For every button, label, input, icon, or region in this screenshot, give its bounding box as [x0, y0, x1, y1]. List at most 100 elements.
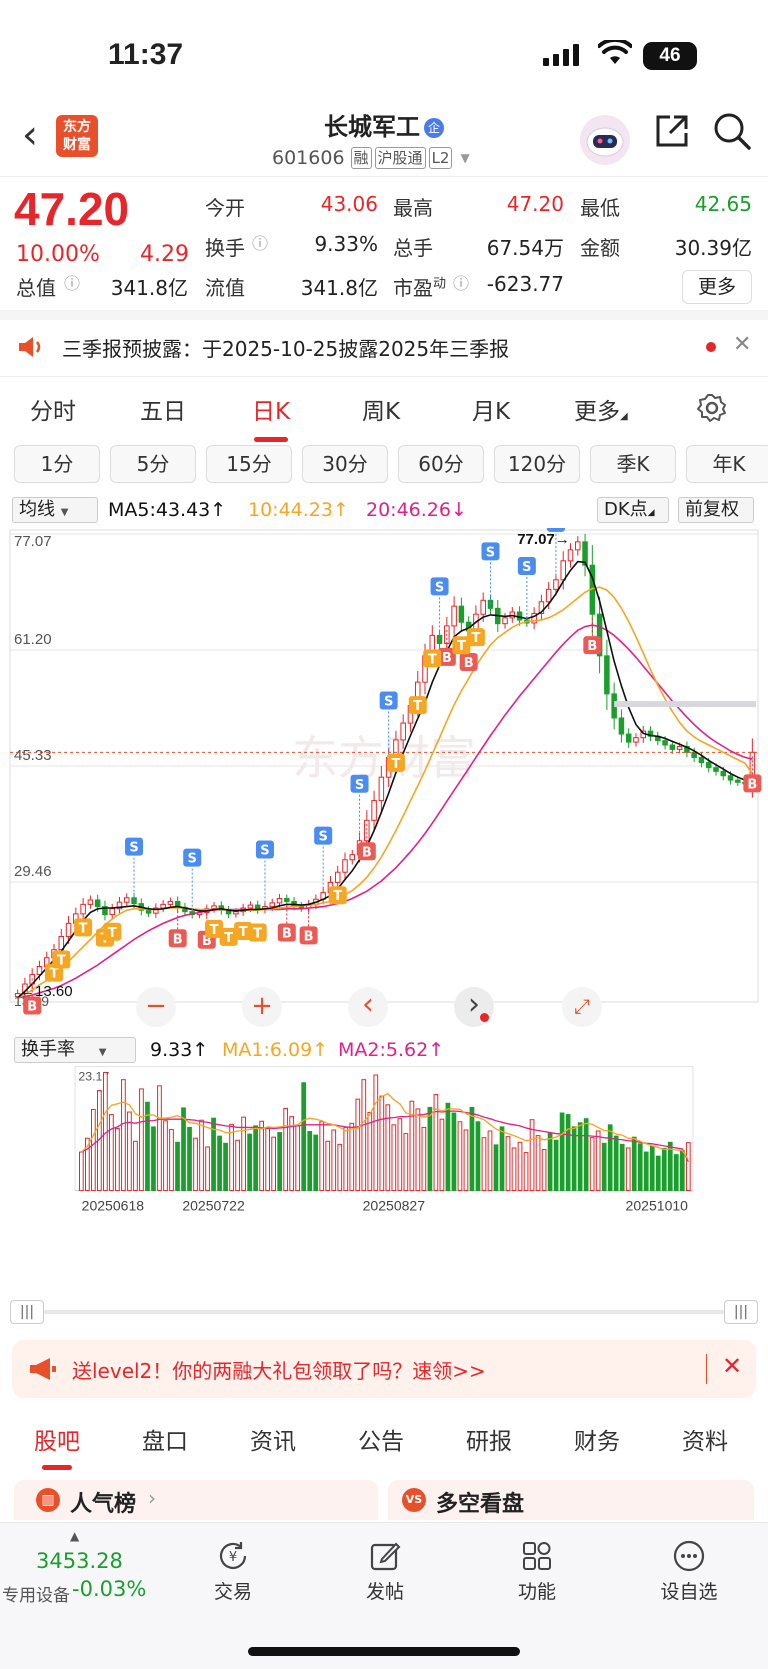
interval-60min[interactable]: 60分: [398, 445, 484, 483]
battery-icon: 46: [643, 42, 697, 70]
fullscreen-icon[interactable]: ⤢: [562, 987, 602, 1027]
tab-monthly-k[interactable]: 月K: [472, 399, 511, 425]
app-logo: 东方财富: [56, 115, 98, 157]
candle-body: [400, 722, 406, 741]
tab-forum[interactable]: 股吧: [34, 1422, 80, 1470]
turnover-bar: [649, 1145, 655, 1192]
pan-right-button[interactable]: ›: [454, 987, 494, 1027]
interval-year-k[interactable]: 年K: [686, 445, 768, 483]
info-icon[interactable]: ⓘ: [64, 274, 81, 293]
interval-30min[interactable]: 30分: [302, 445, 388, 483]
turnover-bar: [439, 1118, 445, 1192]
turnover-bar: [283, 1107, 289, 1192]
turnover-bar: [163, 1120, 168, 1192]
trend-marker-label: T: [239, 925, 248, 940]
tab-announcements[interactable]: 公告: [358, 1429, 404, 1455]
interval-15min[interactable]: 15分: [206, 445, 292, 483]
settings-gear-icon[interactable]: [696, 392, 728, 424]
tab-intraday[interactable]: 分时: [30, 399, 76, 425]
tab-more[interactable]: 更多◢: [574, 392, 628, 426]
tab-five-day[interactable]: 五日: [140, 399, 186, 425]
trend-marker: [219, 927, 238, 946]
back-button[interactable]: ‹: [22, 112, 38, 158]
sell-marker-label: S: [260, 844, 269, 859]
tab-orderbook[interactable]: 盘口: [142, 1429, 188, 1455]
svg-text:¥: ¥: [229, 1550, 237, 1565]
volume-indicator-select[interactable]: 换手率 ▼: [14, 1037, 136, 1063]
buy-marker: [437, 647, 456, 666]
candle-body: [662, 740, 668, 746]
turnover-bar: [565, 1114, 571, 1192]
share-icon[interactable]: [652, 111, 692, 151]
trend-marker-label: T: [224, 931, 233, 946]
tab-trade[interactable]: ¥ 交易: [178, 1535, 288, 1604]
candle-body: [560, 560, 566, 581]
dk-point-button[interactable]: DK点◢: [597, 497, 669, 523]
close-icon[interactable]: ✕: [722, 1352, 743, 1380]
turnover-bar: [145, 1101, 150, 1192]
turnover-bar: [685, 1142, 691, 1192]
turnover-bar: [217, 1135, 222, 1192]
turnover-bar: [487, 1130, 493, 1192]
turnover-bar: [277, 1132, 283, 1192]
float-cap-label: 流值: [205, 276, 245, 300]
scroll-handle-left[interactable]: |||: [10, 1300, 44, 1324]
tab-functions[interactable]: 功能: [482, 1535, 592, 1604]
zoom-out-button[interactable]: −: [136, 987, 176, 1027]
amount-label: 金额: [580, 236, 620, 260]
info-icon[interactable]: ⓘ: [252, 234, 269, 253]
tab-profile[interactable]: 资料: [682, 1429, 728, 1455]
interval-quarter-k[interactable]: 季K: [590, 445, 676, 483]
scroll-handle-right[interactable]: |||: [724, 1300, 758, 1324]
bull-bear-card[interactable]: VS 多空看盘: [388, 1480, 754, 1520]
notice-bar[interactable]: 三季报预披露：于2025-10-25披露2025年三季报 ✕: [0, 318, 768, 376]
trend-marker-label: T: [457, 639, 466, 654]
turnover-bar: [115, 1127, 120, 1192]
interval-120min[interactable]: 120分: [494, 445, 580, 483]
turnover-bar: [661, 1147, 667, 1192]
buy-marker: [459, 652, 478, 671]
buy-marker: [168, 929, 187, 948]
promo-banner[interactable]: 送level2！你的两融大礼包领取了吗？速领>> ✕: [12, 1340, 756, 1398]
interval-1min[interactable]: 1分: [14, 445, 100, 483]
zoom-in-button[interactable]: +: [242, 987, 282, 1027]
robot-assistant-icon[interactable]: [578, 113, 632, 167]
tab-add-watchlist[interactable]: 设自选: [634, 1535, 744, 1604]
pan-left-button[interactable]: ‹: [348, 987, 388, 1027]
turnover-bar: [577, 1122, 583, 1192]
index-ticker[interactable]: ▲ 3453.28 专用设备 -0.03%: [0, 1529, 170, 1609]
indicator-select[interactable]: 均线 ▼: [12, 497, 98, 523]
tab-daily-k[interactable]: 日K: [252, 392, 290, 442]
turnover-chart[interactable]: 23.17 20250618 20250722 20250827 20251010: [0, 1065, 768, 1255]
tab-more-label: 更多: [574, 399, 620, 425]
tab-research[interactable]: 研报: [466, 1429, 512, 1455]
candlestick-chart[interactable]: 东方财富 77.0761.2045.3329.4677.07→←13.6013.…: [0, 528, 768, 1033]
candle-body: [233, 911, 239, 915]
tab-post[interactable]: 发帖: [330, 1535, 440, 1604]
interval-5min[interactable]: 5分: [110, 445, 196, 483]
popularity-card[interactable]: ▥ 人气榜 ›: [14, 1480, 378, 1520]
tab-news[interactable]: 资讯: [250, 1429, 296, 1455]
sector-label: 专用设备: [2, 1586, 70, 1606]
turnover-bar: [499, 1126, 505, 1192]
candle-body: [582, 541, 588, 566]
search-icon[interactable]: [712, 111, 752, 151]
ma20-line: [17, 624, 753, 999]
close-icon[interactable]: ✕: [733, 332, 752, 357]
trend-marker-label: T: [413, 699, 422, 714]
chart-scrollbar[interactable]: ||| |||: [10, 1300, 758, 1324]
open-label: 今开: [205, 196, 245, 220]
tab-weekly-k[interactable]: 周K: [362, 399, 401, 425]
turnover-bar: [175, 1141, 180, 1192]
turnover-bar: [571, 1126, 577, 1192]
adjust-button[interactable]: 前复权: [678, 497, 754, 523]
info-icon[interactable]: ⓘ: [453, 274, 470, 293]
tab-finance[interactable]: 财务: [574, 1429, 620, 1455]
more-button[interactable]: 更多: [682, 270, 752, 304]
edit-icon: [370, 1542, 401, 1571]
caret-down-icon[interactable]: ▼: [460, 151, 470, 165]
sell-marker-label: S: [486, 545, 495, 560]
turnover-bar: [511, 1147, 517, 1192]
turnover-bar: [223, 1142, 228, 1192]
turnover-bar: [247, 1133, 252, 1192]
